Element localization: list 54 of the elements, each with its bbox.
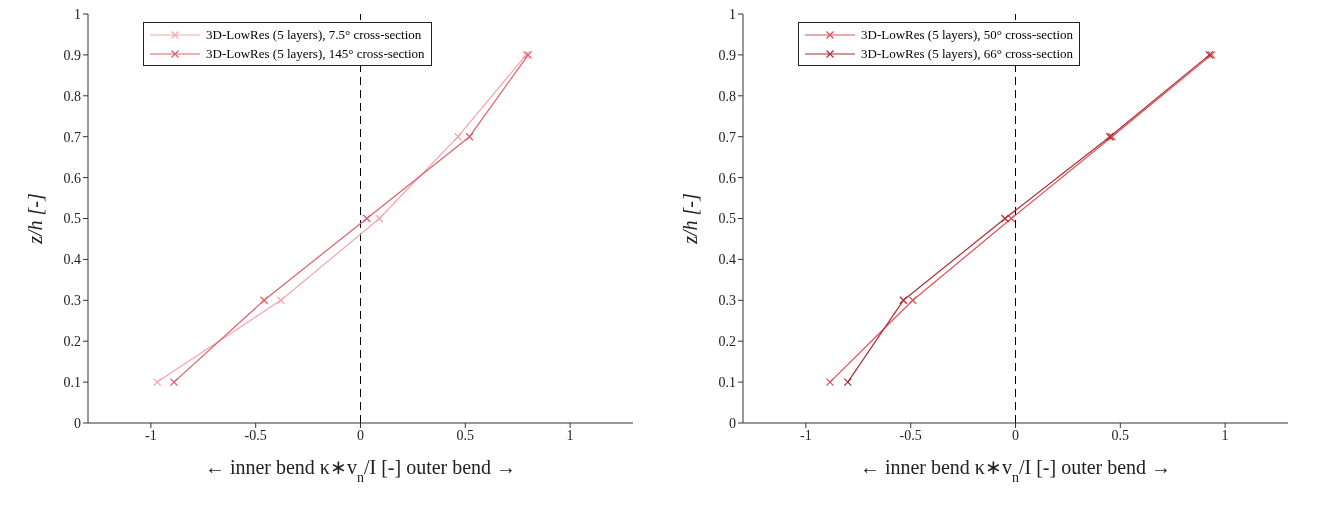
x-tick-label: 0.5 [1111,427,1130,443]
y-tick-label: 0.9 [63,47,81,63]
y-tick-label: 0.1 [63,375,81,391]
y-tick-label: 0.6 [718,170,736,186]
y-tick-label: 0.4 [718,252,736,268]
y-axis-title: z/h [-] [24,193,46,245]
x-axis-title: ← inner bend κ∗v$_{n}$/I [-] outer bend → [204,456,517,485]
x-tick-label: -1 [145,427,157,443]
legend-label: 3D-LowRes (5 layers), 7.5° cross-section [206,26,422,44]
y-tick-label: 0.7 [63,129,81,145]
point [1000,214,1010,223]
point [375,214,384,223]
y-tick-label: 0 [74,415,81,431]
y-tick-label: 0.7 [718,129,736,145]
y-tick-label: 1 [729,6,736,22]
y-tick-label: 0.3 [63,293,81,309]
point [259,296,269,305]
y-tick-label: 0.9 [718,47,736,63]
y-tick-label: 0.8 [718,88,736,104]
y-tick-label: 0.5 [63,211,81,227]
x-tick-label: -1 [800,427,812,443]
point [899,296,908,305]
y-tick-label: 0.3 [718,293,736,309]
y-tick-label: 0.1 [718,375,736,391]
legend-label: 3D-LowRes (5 layers), 145° cross-section [206,45,425,63]
x-tick-label: -0.5 [244,427,267,443]
y-tick-label: 0.8 [63,88,81,104]
x-tick-label: 0 [1012,427,1019,443]
y-tick-label: 0 [729,415,736,431]
x-tick-label: 0.5 [456,427,475,443]
point [276,296,285,305]
x-tick-label: 0 [357,427,364,443]
y-tick-label: 0.2 [63,334,81,350]
y-axis-title: z/h [-] [679,193,701,245]
y-tick-label: 0.5 [718,211,736,227]
point [908,296,917,305]
point [362,214,371,223]
y-tick-label: 0.4 [63,252,81,268]
legend-label: 3D-LowRes (5 layers), 66° cross-section [861,45,1074,63]
y-tick-label: 0.2 [718,334,736,350]
point [453,132,463,141]
x-tick-label: -0.5 [899,427,922,443]
y-tick-label: 1 [74,6,81,22]
legend-label: 3D-LowRes (5 layers), 50° cross-section [861,26,1074,44]
point [465,132,474,141]
point [1007,214,1016,223]
point [169,377,179,387]
point [843,377,852,387]
x-tick-label: 1 [1221,427,1229,443]
x-axis-title: ← inner bend κ∗v$_{n}$/I [-] outer bend → [859,456,1172,485]
y-tick-label: 0.6 [63,170,81,186]
x-tick-label: 1 [566,427,574,443]
point [825,377,835,387]
point [153,377,162,387]
